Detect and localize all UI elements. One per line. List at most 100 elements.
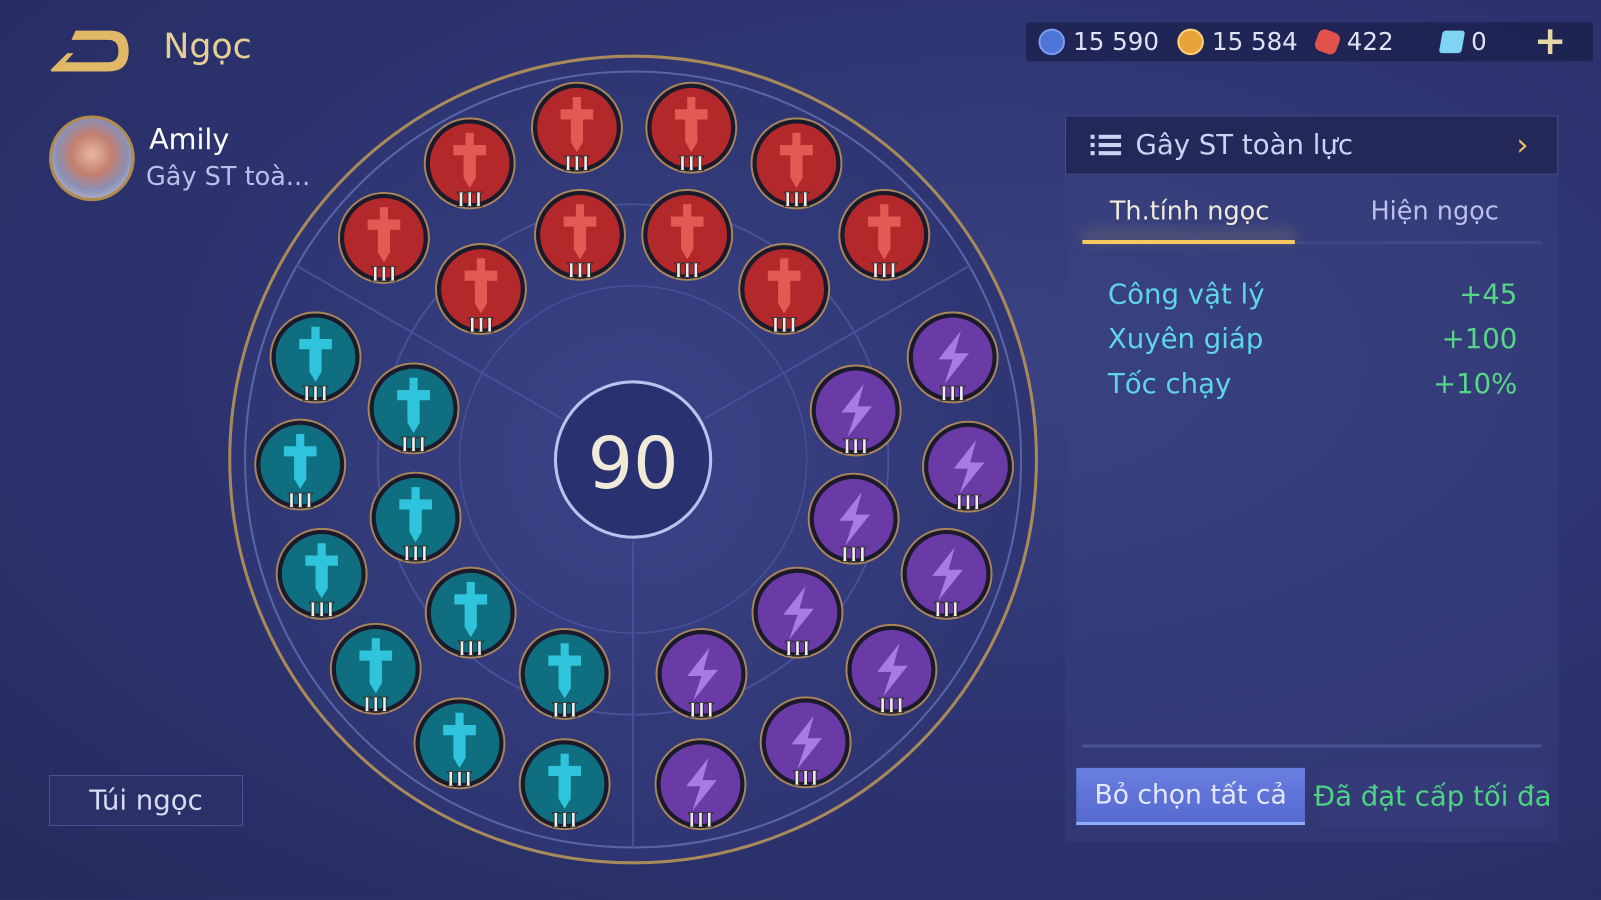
- rune-level-label: III: [446, 766, 472, 791]
- stat-name: Xuyên giáp: [1107, 323, 1264, 356]
- rune-frame: [518, 627, 611, 720]
- rune-slot-purple[interactable]: III: [807, 472, 900, 567]
- rune-slot-blue[interactable]: III: [369, 471, 462, 566]
- rune-slot-red[interactable]: III: [645, 81, 738, 176]
- rune-slot-purple[interactable]: III: [759, 696, 852, 791]
- rune-slot-purple[interactable]: III: [922, 420, 1014, 515]
- rune-level-label: III: [363, 692, 389, 717]
- lightning-icon: [839, 492, 870, 546]
- rune-slot-red[interactable]: III: [530, 81, 623, 176]
- currency-red-gem: 422: [1313, 27, 1394, 57]
- rune-level-label: III: [688, 697, 714, 722]
- sword-icon: [454, 582, 488, 638]
- currency-blue-coin: 15 590: [1038, 28, 1159, 56]
- divider-line: [704, 264, 971, 420]
- rune-level-label: III: [552, 807, 578, 832]
- sword-icon: [548, 643, 582, 699]
- lightning-icon: [877, 643, 908, 697]
- rune-slot-red[interactable]: III: [534, 188, 626, 283]
- rune-level-label: III: [458, 636, 484, 661]
- rune-slot-blue[interactable]: III: [254, 418, 347, 513]
- rune-slot-purple[interactable]: III: [900, 527, 993, 622]
- rune-level-label: III: [457, 186, 483, 211]
- add-currency-button[interactable]: +: [1533, 18, 1567, 64]
- rune-slot-purple[interactable]: III: [845, 623, 938, 718]
- rune-slot-red[interactable]: III: [750, 117, 843, 212]
- max-level-status: Đã đạt cấp tối đa: [1314, 766, 1552, 827]
- rune-slot-red[interactable]: III: [838, 188, 931, 283]
- rune-frame: [750, 117, 843, 210]
- rune-slot-blue[interactable]: III: [413, 697, 506, 792]
- rune-slot-blue[interactable]: III: [269, 311, 362, 406]
- currency-value: 15 584: [1212, 27, 1298, 57]
- rune-level-label: III: [309, 597, 335, 622]
- rune-frame: [655, 627, 748, 720]
- rune-level-label: III: [567, 258, 593, 283]
- rune-frame: [906, 311, 999, 404]
- rune-frame: [645, 81, 738, 174]
- rune-slot-blue[interactable]: III: [424, 566, 517, 661]
- back-arrow-icon[interactable]: [49, 29, 131, 74]
- tab-show-runes[interactable]: Hiện ngọc: [1370, 196, 1499, 226]
- rune-slot-red[interactable]: III: [434, 243, 527, 337]
- currency-bar: 15 590 15 584 422 0 +: [1026, 18, 1593, 64]
- sword-icon: [397, 377, 430, 433]
- unselect-all-button[interactable]: Bỏ chọn tất cả: [1076, 767, 1305, 826]
- sword-icon: [767, 258, 801, 314]
- page-title: Ngọc: [163, 26, 252, 68]
- rune-slot-red[interactable]: III: [423, 117, 516, 212]
- active-tab-indicator: [1082, 239, 1295, 245]
- rune-slot-blue[interactable]: III: [367, 362, 460, 457]
- rune-slot-purple[interactable]: III: [654, 738, 747, 832]
- sword-icon: [443, 712, 476, 768]
- preset-name: Gây ST toàn lực: [1135, 129, 1354, 161]
- blue-coin-icon: [1038, 28, 1066, 56]
- sword-icon: [453, 132, 487, 188]
- tab-rune-stats[interactable]: Th.tính ngọc: [1109, 196, 1270, 226]
- rune-bag-button[interactable]: Túi ngọc: [49, 775, 244, 827]
- rune-wheel: 90 III III III III III III III III III III III III I…: [228, 54, 1038, 865]
- rune-frame: [751, 566, 844, 659]
- lightning-icon: [932, 547, 963, 601]
- gold-coin-icon: [1177, 28, 1204, 56]
- sword-icon: [399, 487, 432, 543]
- rune-frame: [809, 364, 902, 457]
- rune-frame: [424, 566, 517, 659]
- rune-frame: [838, 188, 931, 281]
- stat-value: +100: [1441, 323, 1518, 356]
- sword-icon: [305, 543, 338, 599]
- rune-slot-blue[interactable]: III: [518, 627, 611, 722]
- rune-frame: [738, 243, 831, 335]
- rune-slot-red[interactable]: III: [738, 243, 831, 337]
- rune-slot-purple[interactable]: III: [751, 566, 844, 661]
- rune-level-label: III: [871, 258, 897, 283]
- lightning-icon: [953, 440, 985, 494]
- rune-slot-purple[interactable]: III: [655, 627, 748, 722]
- stat-value: +45: [1459, 278, 1518, 311]
- rune-level-label: III: [793, 765, 819, 790]
- rune-level-label: III: [674, 258, 700, 283]
- lightning-icon: [938, 330, 970, 384]
- rune-slot-red[interactable]: III: [641, 188, 734, 283]
- rune-frame: [413, 697, 506, 790]
- preset-selector[interactable]: Gây ST toàn lực ›: [1065, 115, 1559, 175]
- level-badge: [553, 380, 713, 539]
- lightning-icon: [841, 383, 873, 438]
- sword-icon: [867, 204, 901, 260]
- rune-level-label: III: [878, 693, 904, 718]
- rune-slot-red[interactable]: III: [337, 191, 430, 286]
- hero-avatar[interactable]: [49, 115, 135, 202]
- rune-slot-blue[interactable]: III: [275, 527, 368, 622]
- rune-frame: [807, 472, 900, 565]
- currency-ticket: 0: [1438, 28, 1487, 56]
- chevron-right-icon: ›: [1516, 127, 1529, 163]
- rune-slot-blue[interactable]: III: [518, 738, 611, 832]
- rune-slot-purple[interactable]: III: [809, 364, 902, 459]
- rune-slot-blue[interactable]: III: [329, 622, 422, 717]
- rune-frame: [254, 418, 347, 511]
- rune-level-label: III: [302, 380, 328, 405]
- rune-frame: [367, 362, 460, 455]
- rune-slot-purple[interactable]: III: [906, 311, 999, 406]
- red-gem-icon: [1313, 27, 1342, 57]
- rune-frame: [900, 527, 993, 620]
